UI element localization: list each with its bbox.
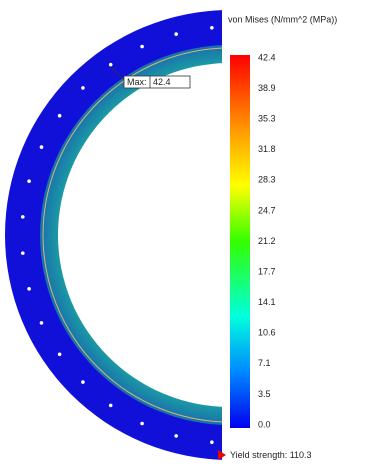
tick-label: 24.7 [258,205,276,215]
tick-label: 17.7 [258,266,276,276]
tick-label: 42.4 [258,52,276,62]
bolt-hole [21,251,25,255]
bolt-hole [21,215,25,219]
bolt-hole [174,434,178,438]
bolt-hole [40,321,44,325]
bolt-hole [81,86,85,90]
tick-label: 14.1 [258,297,276,307]
bolt-hole [58,114,62,118]
max-label: Max: [127,77,147,87]
bolt-hole [109,63,113,67]
bolt-hole [210,26,214,30]
yield-label: Yield strength: 110.3 [230,450,312,460]
bolt-hole [58,353,62,357]
bolt-hole [174,32,178,36]
color-bar [230,55,250,428]
fea-result-view: Max: 42.4 von Mises (N/mm^2 (MPa)) 42.4 3… [0,0,373,470]
bolt-hole [210,440,214,444]
tick-label: 21.2 [258,236,276,246]
bolt-hole [109,404,113,408]
bolt-hole [81,380,85,384]
bolt-hole [140,45,144,49]
tick-label: 35.3 [258,114,276,124]
tick-label: 7.1 [258,358,271,368]
tick-label: 38.9 [258,83,276,93]
legend-title: von Mises (N/mm^2 (MPa)) [228,14,337,24]
tick-label: 31.8 [258,144,276,154]
bolt-hole [40,145,44,149]
bolt-hole [140,422,144,426]
legend-ticks: 42.4 38.9 35.3 31.8 28.3 24.7 21.2 17.7 14.1 10.6… [258,52,276,429]
max-value: 42.4 [153,77,171,87]
bolt-hole [27,179,31,183]
tick-label: 3.5 [258,389,271,399]
tick-label: 0.0 [258,419,271,429]
tick-label: 28.3 [258,175,276,185]
bolt-hole [27,287,31,291]
tick-label: 10.6 [258,328,276,338]
